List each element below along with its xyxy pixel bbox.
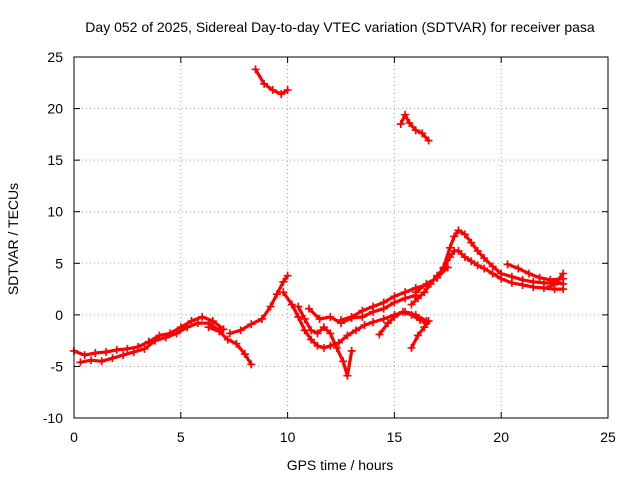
series-track-l — [397, 111, 433, 145]
data-point — [529, 283, 537, 291]
x-tick-label: 10 — [280, 429, 296, 445]
data-point — [87, 356, 95, 364]
data-point — [119, 351, 127, 359]
y-tick-label: 20 — [47, 101, 63, 117]
data-point — [102, 348, 110, 356]
x-tick-label: 15 — [387, 429, 403, 445]
series-track-e — [252, 65, 292, 98]
y-axis-label: SDTVAR / TECUs — [5, 183, 21, 295]
data-point — [504, 260, 512, 268]
y-tick-label: 0 — [55, 307, 63, 323]
y-tick-label: 15 — [47, 152, 63, 168]
data-point — [198, 313, 206, 321]
data-point — [108, 354, 116, 362]
data-point — [369, 318, 377, 326]
data-point — [519, 281, 527, 289]
grid — [74, 57, 608, 418]
data-series — [70, 65, 567, 379]
data-point — [380, 315, 388, 323]
series-track-q — [407, 264, 447, 308]
series-track-a — [70, 313, 228, 359]
series-track-g — [294, 303, 355, 380]
series-line — [230, 276, 288, 334]
y-tick-label: 10 — [47, 204, 63, 220]
series-track-d — [226, 272, 292, 338]
data-point — [81, 351, 89, 359]
data-point — [343, 372, 351, 380]
y-tick-label: -10 — [43, 410, 63, 426]
x-tick-label: 5 — [177, 429, 185, 445]
x-axis-label: GPS time / hours — [287, 457, 394, 473]
data-point — [508, 279, 516, 287]
y-tick-label: 5 — [55, 255, 63, 271]
data-point — [76, 358, 84, 366]
x-tick-label: 20 — [493, 429, 509, 445]
data-point — [348, 347, 356, 355]
y-tick-label: -5 — [51, 358, 64, 374]
data-point — [98, 357, 106, 365]
chart-title: Day 052 of 2025, Sidereal Day-to-day VTE… — [85, 19, 595, 35]
data-point — [91, 349, 99, 357]
x-tick-label: 0 — [70, 429, 78, 445]
plot-frame — [74, 57, 608, 418]
data-point — [113, 346, 121, 354]
y-tick-label: 25 — [47, 49, 63, 65]
x-tick-label: 25 — [600, 429, 616, 445]
sdtvar-chart: 0 5 10 15 20 25 -10 -5 0 5 10 15 20 25 Day 052 of 202… — [0, 0, 640, 480]
series-line — [412, 321, 429, 348]
data-point — [559, 285, 567, 293]
